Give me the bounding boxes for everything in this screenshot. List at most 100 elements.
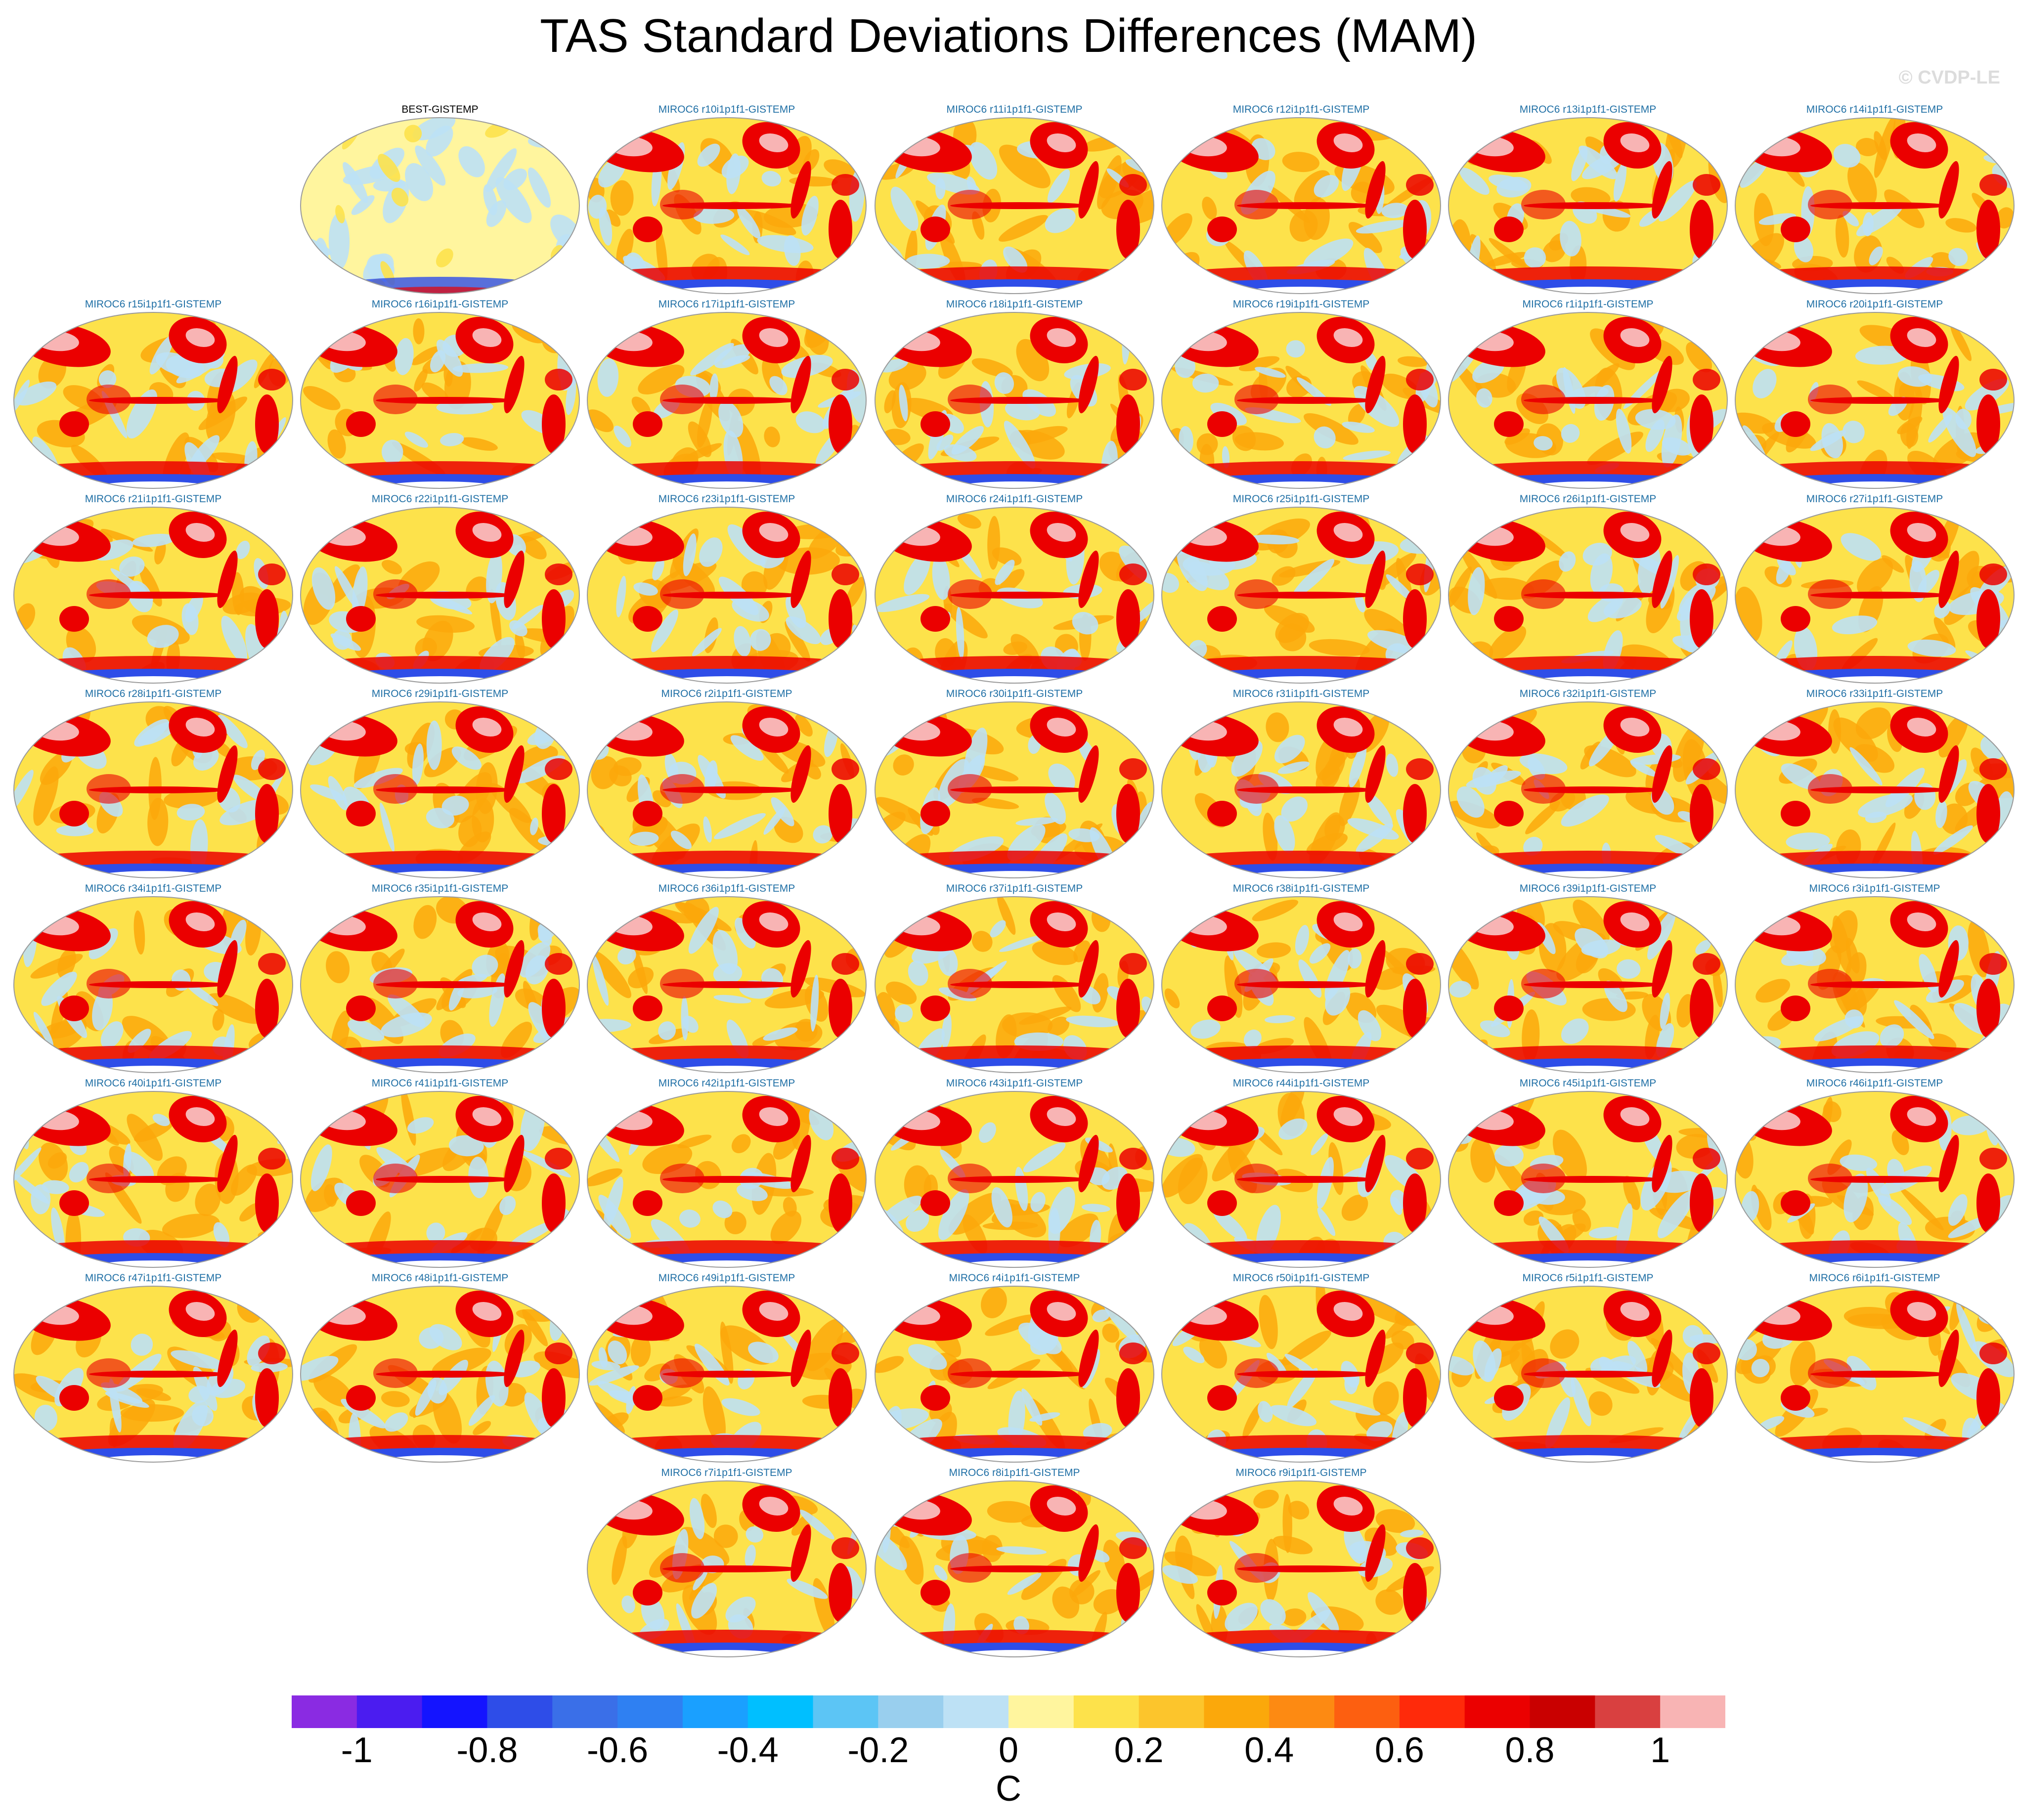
colorbar-tick-label: -0.6 [587,1731,649,1770]
map-outline [875,312,1154,489]
map-panel: MIROC6 r2i1p1f1-GISTEMP [583,688,870,882]
map-outline [875,896,1154,1073]
world-map [13,896,293,1073]
colorbar-box [1073,1695,1140,1728]
panel-title: MIROC6 r40i1p1f1-GISTEMP [85,1078,222,1089]
map-panel: MIROC6 r34i1p1f1-GISTEMP [10,883,297,1077]
panel-title: MIROC6 r27i1p1f1-GISTEMP [1806,493,1943,505]
world-map [1735,117,2015,294]
colorbar-box [422,1695,487,1728]
map-outline [1448,507,1728,684]
map-panel: MIROC6 r12i1p1f1-GISTEMP [1158,104,1445,298]
colorbar-box [1269,1695,1335,1728]
panel-title: MIROC6 r43i1p1f1-GISTEMP [946,1078,1083,1089]
world-map [587,896,867,1073]
map-outline [1448,896,1728,1073]
world-map [300,701,580,878]
colorbar-tick-label: 1 [1650,1731,1670,1770]
map-outline [1735,312,2015,489]
map-outline [1161,1091,1441,1268]
map-panel: MIROC6 r7i1p1f1-GISTEMP [583,1467,870,1661]
map-panel: MIROC6 r50i1p1f1-GISTEMP [1158,1272,1445,1466]
map-outline [875,1286,1154,1463]
map-outline [1448,1286,1728,1463]
world-map [300,117,580,294]
map-panel: MIROC6 r1i1p1f1-GISTEMP [1445,299,1731,492]
map-panel: MIROC6 r3i1p1f1-GISTEMP [1731,883,2017,1077]
world-map [1161,701,1441,878]
panel-title: MIROC6 r36i1p1f1-GISTEMP [658,883,795,894]
map-panel: MIROC6 r26i1p1f1-GISTEMP [1445,493,1731,687]
panel-title: MIROC6 r29i1p1f1-GISTEMP [371,688,509,699]
world-map [587,117,867,294]
map-panel: MIROC6 r33i1p1f1-GISTEMP [1731,688,2017,882]
world-map [875,507,1154,684]
world-map [875,312,1154,489]
map-panel: MIROC6 r38i1p1f1-GISTEMP [1158,883,1445,1077]
world-map [300,1091,580,1268]
map-outline [13,1091,293,1268]
map-panel: MIROC6 r8i1p1f1-GISTEMP [871,1467,1158,1661]
map-panel: MIROC6 r29i1p1f1-GISTEMP [297,688,583,882]
map-panel: MIROC6 r32i1p1f1-GISTEMP [1445,688,1731,882]
panel-title: MIROC6 r39i1p1f1-GISTEMP [1519,883,1657,894]
panel-title: MIROC6 r24i1p1f1-GISTEMP [946,493,1083,505]
map-panel: MIROC6 r27i1p1f1-GISTEMP [1731,493,2017,687]
map-outline [300,117,580,294]
world-map [1448,117,1728,294]
world-map [13,1091,293,1268]
world-map [300,896,580,1073]
panel-title: MIROC6 r3i1p1f1-GISTEMP [1809,883,1940,894]
panel-title: MIROC6 r1i1p1f1-GISTEMP [1522,299,1654,310]
colorbar-tick-label: 0 [998,1731,1019,1770]
world-map [1161,117,1441,294]
world-map [13,312,293,489]
colorbar-tick-label: -1 [341,1731,373,1770]
panel-title: MIROC6 r21i1p1f1-GISTEMP [85,493,222,505]
map-outline [875,507,1154,684]
map-panel: MIROC6 r13i1p1f1-GISTEMP [1445,104,1731,298]
panel-title: MIROC6 r13i1p1f1-GISTEMP [1519,104,1657,115]
panel-title: MIROC6 r9i1p1f1-GISTEMP [1235,1467,1367,1478]
panel-title: MIROC6 r8i1p1f1-GISTEMP [949,1467,1080,1478]
map-outline [13,701,293,878]
panel-title: MIROC6 r12i1p1f1-GISTEMP [1232,104,1370,115]
colorbar-box [1139,1695,1204,1728]
panel-title: MIROC6 r35i1p1f1-GISTEMP [371,883,509,894]
colorbar [292,1695,1725,1728]
map-panel: MIROC6 r17i1p1f1-GISTEMP [583,299,870,492]
panel-title: MIROC6 r46i1p1f1-GISTEMP [1806,1078,1943,1089]
panel-title: MIROC6 r10i1p1f1-GISTEMP [658,104,795,115]
world-map [300,312,580,489]
map-outline [587,701,867,878]
world-map [1161,1091,1441,1268]
map-outline [13,312,293,489]
map-panel: MIROC6 r39i1p1f1-GISTEMP [1445,883,1731,1077]
panel-title: MIROC6 r16i1p1f1-GISTEMP [371,299,509,310]
panel-title: MIROC6 r20i1p1f1-GISTEMP [1806,299,1943,310]
colorbar-units: C [996,1769,1021,1809]
panel-title: MIROC6 r25i1p1f1-GISTEMP [1232,493,1370,505]
map-outline [875,701,1154,878]
map-outline [1735,701,2015,878]
panel-title: MIROC6 r18i1p1f1-GISTEMP [946,299,1083,310]
panel-title: MIROC6 r15i1p1f1-GISTEMP [85,299,222,310]
colorbar-tick-label: -0.8 [456,1731,518,1770]
map-panel: MIROC6 r9i1p1f1-GISTEMP [1158,1467,1445,1661]
panel-title: MIROC6 r44i1p1f1-GISTEMP [1232,1078,1370,1089]
map-outline [587,1480,867,1657]
world-map [587,312,867,489]
world-map [875,1091,1154,1268]
panel-title: MIROC6 r5i1p1f1-GISTEMP [1522,1272,1654,1284]
panel-title: MIROC6 r32i1p1f1-GISTEMP [1519,688,1657,699]
colorbar-tick-label: 0.6 [1374,1731,1424,1770]
map-outline [875,117,1154,294]
panel-title: MIROC6 r11i1p1f1-GISTEMP [946,104,1083,115]
map-outline [875,1480,1154,1657]
panel-title: MIROC6 r2i1p1f1-GISTEMP [661,688,792,699]
map-panel: MIROC6 r4i1p1f1-GISTEMP [871,1272,1158,1466]
colorbar-box [552,1695,618,1728]
panel-title: MIROC6 r48i1p1f1-GISTEMP [371,1272,509,1284]
map-outline [587,896,867,1073]
map-panel: MIROC6 r48i1p1f1-GISTEMP [297,1272,583,1466]
